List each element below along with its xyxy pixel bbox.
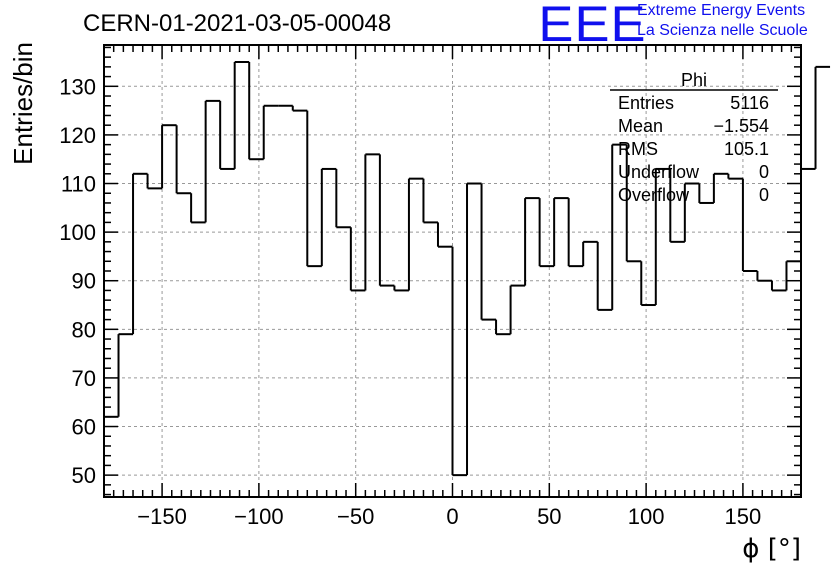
x-tick-label: −100 — [234, 504, 284, 529]
stats-label: Mean — [618, 116, 663, 136]
y-axis-label: Entries/bin — [8, 42, 38, 165]
y-tick-label: 130 — [59, 74, 96, 99]
y-tick-labels: 50 60 70 80 90 100 110 120 130 — [59, 74, 96, 488]
y-tick-label: 110 — [61, 172, 96, 197]
axis-ticks — [104, 45, 801, 497]
stats-label: Entries — [618, 93, 674, 113]
chart-title: CERN-01-2021-03-05-00048 — [83, 10, 392, 37]
stats-label: Underflow — [618, 162, 700, 182]
x-tick-label: 50 — [537, 504, 561, 529]
y-tick-label: 120 — [59, 123, 96, 148]
y-tick-label: 60 — [72, 415, 96, 440]
x-tick-label: 0 — [446, 504, 458, 529]
y-tick-label: 80 — [72, 317, 96, 342]
eee-logo: EEE — [538, 0, 647, 52]
stats-label: Overflow — [618, 185, 690, 205]
stats-box: Phi Entries 5116 Mean −1.554 RMS 105.1 Underfl… — [610, 70, 778, 205]
x-axis-label: ϕ [°] — [742, 534, 801, 564]
x-tick-labels: −150 −100 −50 0 50 100 150 — [137, 504, 761, 529]
stats-value: 105.1 — [724, 139, 769, 159]
stats-value: 0 — [759, 162, 769, 182]
x-tick-label: 100 — [628, 504, 665, 529]
histogram-bars — [104, 61, 831, 477]
x-tick-label: 150 — [725, 504, 762, 529]
stats-value: 5116 — [730, 93, 769, 113]
logo-caption-line2: La Scienza nelle Scuole — [637, 22, 808, 39]
stats-value: 0 — [759, 185, 769, 205]
logo-caption-line1: Extreme Energy Events — [637, 2, 806, 19]
stats-value: −1.554 — [713, 116, 769, 136]
y-tick-label: 90 — [72, 269, 96, 294]
x-tick-label: −150 — [137, 504, 187, 529]
x-tick-label: −50 — [337, 504, 374, 529]
stats-label: RMS — [618, 139, 658, 159]
stats-box-title: Phi — [681, 70, 707, 90]
y-tick-label: 70 — [72, 366, 96, 391]
y-tick-label: 100 — [59, 220, 96, 245]
y-tick-label: 50 — [72, 463, 96, 488]
